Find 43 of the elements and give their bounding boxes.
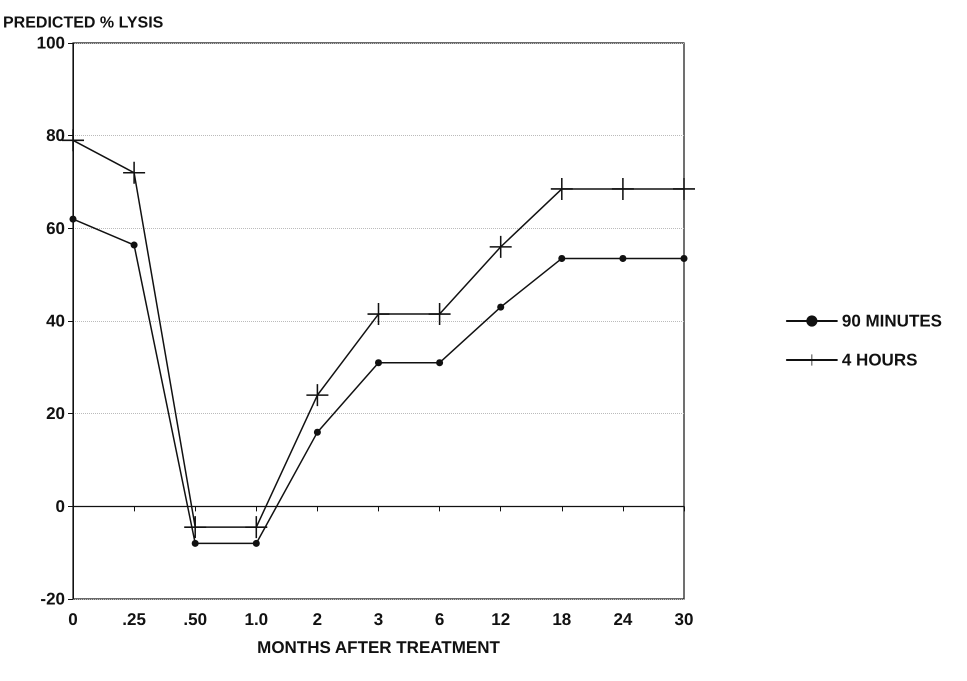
point: [490, 236, 512, 258]
x-tick-label: 2: [312, 610, 322, 629]
x-tick-label: 3: [374, 610, 384, 629]
x-tick-label: 18: [552, 610, 572, 629]
legend-label: 4 HOURS: [842, 350, 918, 370]
point: [306, 384, 328, 406]
point: [314, 428, 321, 436]
point: [375, 359, 382, 366]
point: [192, 540, 199, 547]
x-tick-label: 0: [68, 610, 78, 629]
y-tick-label: -20: [40, 590, 65, 608]
point: [368, 303, 390, 326]
point: [612, 178, 634, 200]
x-tick-label: 12: [491, 610, 510, 629]
point: [436, 359, 444, 366]
point: [70, 216, 76, 223]
x-tick-label: 30: [674, 610, 694, 629]
point: [680, 254, 688, 262]
point: [619, 254, 626, 262]
x-tick-label: 24: [613, 610, 633, 629]
point: [428, 303, 451, 326]
x-tick-label: 6: [434, 610, 444, 629]
point: [558, 254, 566, 262]
y-tick-label: 60: [46, 218, 65, 238]
point: [123, 162, 146, 184]
legend-label: 90 MINUTES: [842, 312, 942, 330]
point: [130, 242, 138, 249]
y-tick-label: 20: [46, 404, 65, 424]
point: [245, 516, 268, 538]
point: [673, 178, 695, 200]
point: [550, 178, 573, 200]
y-axis-title: PREDICTED % LYSIS: [3, 14, 164, 32]
y-tick-label: 40: [46, 312, 65, 330]
y-tick-label: 80: [46, 126, 65, 146]
x-tick-label: .50: [183, 610, 208, 629]
x-tick-label: 1.0: [244, 610, 268, 629]
point: [497, 304, 504, 311]
point: [184, 516, 206, 538]
point: [252, 540, 260, 547]
x-axis-title: MONTHS AFTER TREATMENT: [257, 638, 500, 657]
y-tick-label: 0: [56, 496, 65, 516]
y-tick-label: 100: [36, 34, 65, 52]
x-tick-label: .25: [122, 610, 146, 629]
